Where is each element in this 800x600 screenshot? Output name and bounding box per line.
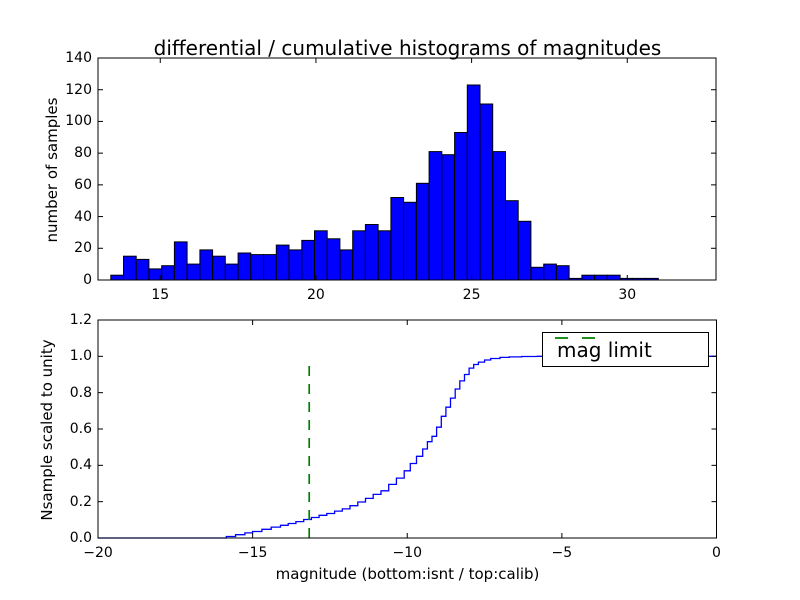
x-tick-label: −10	[392, 545, 423, 561]
histogram-bar	[199, 249, 214, 281]
chart-title: differential / cumulative histograms of …	[153, 36, 662, 60]
y-tick-label: 0	[83, 272, 92, 288]
histogram-bar	[479, 103, 494, 281]
histogram-bar	[377, 230, 392, 281]
histogram-bar	[530, 266, 545, 281]
y-tick-label: 20	[74, 240, 92, 257]
x-tick-label: 15	[151, 287, 170, 303]
histogram-bar	[415, 182, 430, 281]
histogram-bar	[606, 274, 621, 281]
x-tick-label: −15	[237, 545, 268, 561]
x-tick-label: −20	[83, 545, 113, 561]
x-tick-label: 30	[618, 287, 637, 303]
histogram-bar	[441, 154, 455, 281]
histogram-bar	[186, 263, 201, 281]
y-tick-label: 0.8	[69, 384, 92, 401]
y-tick-label: 120	[65, 81, 92, 98]
histogram-bar	[237, 252, 252, 281]
histogram-bar	[173, 241, 188, 281]
histogram-bar	[364, 224, 379, 281]
y-tick-label: 60	[74, 176, 92, 193]
y-tick-label: 40	[74, 208, 92, 225]
histogram-bar	[555, 265, 570, 281]
histogram-bar	[263, 254, 277, 281]
histogram-bar	[505, 200, 519, 281]
y-tick-label: 1.2	[69, 312, 92, 328]
histogram-bar	[352, 230, 366, 281]
histogram-bar	[339, 249, 354, 281]
histogram-bar	[135, 258, 150, 281]
y-tick-label: 80	[74, 145, 92, 162]
bottom-x-axis-label: magnitude (bottom:isnt / top:calib)	[275, 565, 540, 583]
y-tick-label: 0.0	[69, 530, 92, 546]
histogram-bar	[581, 274, 596, 281]
histogram-bar	[326, 238, 341, 281]
cumulative-curve	[98, 355, 717, 539]
x-tick-label: 20	[307, 287, 325, 303]
x-tick-label: −5	[551, 545, 573, 561]
x-tick-label: 25	[462, 287, 481, 303]
histogram-bar	[543, 263, 557, 281]
histogram-bar	[454, 132, 468, 281]
legend: mag limit	[542, 332, 709, 367]
histogram-bar	[250, 254, 265, 281]
histogram-bar	[314, 230, 328, 281]
histogram-bar	[275, 244, 290, 281]
histogram-bar	[301, 239, 315, 281]
axes-frame	[97, 57, 717, 281]
histogram-bar	[594, 274, 608, 281]
histogram-bar	[492, 151, 506, 281]
histogram-bar	[161, 265, 175, 281]
histogram-bar	[123, 255, 137, 281]
y-tick-label: 140	[65, 50, 92, 66]
y-tick-label: 0.2	[69, 493, 92, 510]
histogram-bar	[288, 249, 303, 281]
mag-limit-dashed-line-sample	[555, 337, 609, 339]
legend-label: mag limit	[557, 337, 652, 362]
histogram-bar	[110, 274, 125, 281]
histogram-bar	[212, 255, 226, 281]
histogram-bar	[403, 201, 417, 281]
y-tick-label: 100	[65, 113, 92, 130]
y-tick-label: 0.4	[69, 457, 92, 474]
histogram-bar	[466, 84, 481, 281]
y-tick-label: 1.0	[69, 348, 92, 365]
y-tick-label: 0.6	[69, 421, 92, 437]
histogram-bar	[517, 220, 532, 281]
histogram-bar	[390, 197, 405, 281]
histogram-bar	[428, 151, 443, 281]
histogram-bar	[224, 263, 239, 281]
x-tick-label: 0	[712, 545, 721, 561]
